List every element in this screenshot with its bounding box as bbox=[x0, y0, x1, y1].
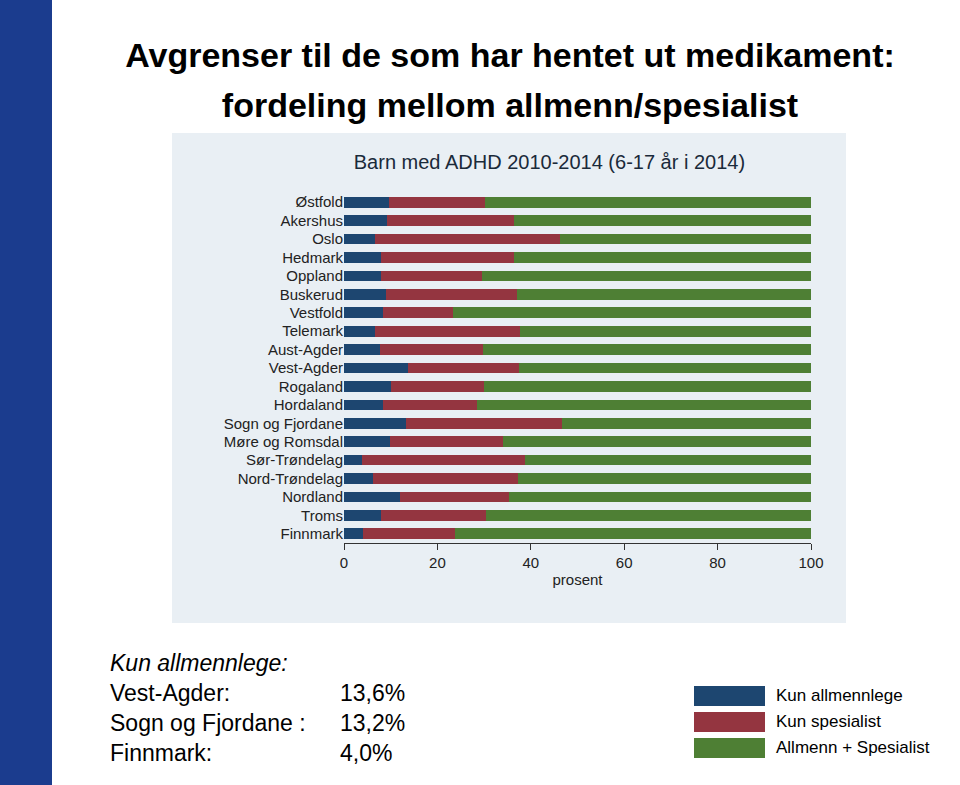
svg-text:Nordland: Nordland bbox=[282, 488, 343, 505]
html-text:Sogn og Fjordane :: Sogn og Fjordane : bbox=[110, 710, 306, 736]
svg-text:Hedmark: Hedmark bbox=[282, 249, 343, 266]
svg-text:Møre og Romsdal: Møre og Romsdal bbox=[224, 433, 343, 450]
html-text:Vest-Agder:: Vest-Agder: bbox=[110, 680, 231, 706]
svg-text:40: 40 bbox=[522, 554, 539, 571]
svg-text:Sør-Trøndelag: Sør-Trøndelag bbox=[246, 451, 343, 468]
html-text:Finnmark:: Finnmark: bbox=[110, 740, 213, 766]
svg-text:Rogaland: Rogaland bbox=[279, 378, 343, 395]
svg-text:Telemark: Telemark bbox=[282, 322, 343, 339]
svg-text:Sogn og Fjordane: Sogn og Fjordane bbox=[224, 415, 343, 432]
html-text:13,2%: 13,2% bbox=[340, 710, 406, 736]
svg-text:Barn med ADHD 2010-2014 (6-17: Barn med ADHD 2010-2014 (6-17 år i 2014) bbox=[354, 151, 745, 173]
svg-text:60: 60 bbox=[616, 554, 633, 571]
svg-text:Oppland: Oppland bbox=[286, 267, 343, 284]
svg-text:Aust-Agder: Aust-Agder bbox=[268, 341, 343, 358]
svg-text:80: 80 bbox=[709, 554, 726, 571]
svg-text:Vest-Agder: Vest-Agder bbox=[269, 359, 343, 376]
svg-text:Hordaland: Hordaland bbox=[274, 396, 343, 413]
svg-text:Akershus: Akershus bbox=[280, 212, 343, 229]
html-text:fordeling mellom allmenn/spesi: fordeling mellom allmenn/spesialist bbox=[221, 86, 799, 124]
html-text:4,0%: 4,0% bbox=[340, 740, 393, 766]
svg-text:Troms: Troms bbox=[301, 507, 343, 524]
svg-text:Finnmark: Finnmark bbox=[280, 525, 343, 542]
svg-text:Buskerud: Buskerud bbox=[280, 286, 343, 303]
svg-text:Vestfold: Vestfold bbox=[290, 304, 343, 321]
svg-text:Østfold: Østfold bbox=[295, 193, 343, 210]
html-text:Kun spesialist: Kun spesialist bbox=[776, 712, 881, 731]
svg-text:Nord-Trøndelag: Nord-Trøndelag bbox=[238, 470, 343, 487]
html-text:Avgrenser til de som har hente: Avgrenser til de som har hentet ut medik… bbox=[125, 36, 895, 74]
html-text:13,6%: 13,6% bbox=[340, 680, 406, 706]
svg-text:prosent: prosent bbox=[552, 571, 603, 588]
svg-text:20: 20 bbox=[429, 554, 446, 571]
html-text:Allmenn + Spesialist: Allmenn + Spesialist bbox=[776, 738, 930, 757]
svg-text:0: 0 bbox=[340, 554, 348, 571]
html-text:Kun allmennlege: Kun allmennlege bbox=[776, 686, 903, 705]
html-text:Kun allmennlege:: Kun allmennlege: bbox=[110, 650, 288, 676]
svg-text:Oslo: Oslo bbox=[312, 230, 343, 247]
svg-text:100: 100 bbox=[798, 554, 823, 571]
